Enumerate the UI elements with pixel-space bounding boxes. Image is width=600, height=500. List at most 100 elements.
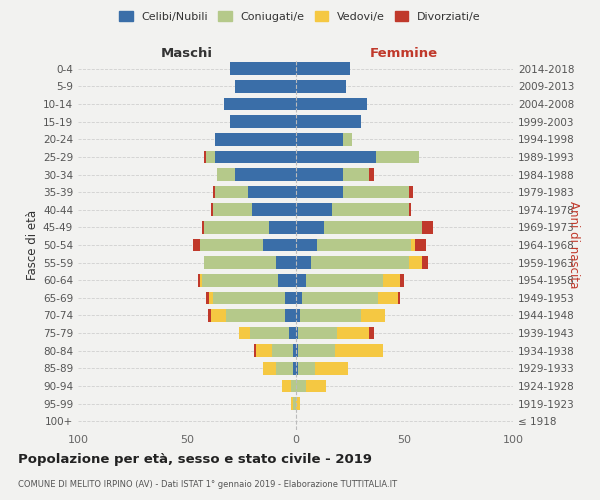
Bar bbox=[332, 204, 409, 216]
Bar bbox=[276, 362, 293, 374]
Text: COMUNE DI MELITO IRPINO (AV) - Dati ISTAT 1° gennaio 2019 - Elaborazione TUTTITA: COMUNE DI MELITO IRPINO (AV) - Dati ISTA… bbox=[18, 480, 397, 489]
Bar bbox=[296, 204, 332, 216]
Bar bbox=[302, 292, 378, 304]
Bar bbox=[296, 116, 361, 128]
Bar bbox=[296, 238, 317, 252]
Bar bbox=[296, 98, 367, 110]
Bar bbox=[213, 204, 252, 216]
Bar bbox=[209, 292, 213, 304]
Bar bbox=[263, 362, 276, 374]
Bar bbox=[293, 397, 296, 410]
Bar bbox=[224, 98, 296, 110]
Bar bbox=[269, 221, 296, 234]
Bar bbox=[409, 256, 422, 269]
Bar bbox=[337, 327, 370, 340]
Bar bbox=[415, 238, 426, 252]
Bar bbox=[296, 256, 311, 269]
Bar bbox=[250, 327, 289, 340]
Bar bbox=[296, 362, 298, 374]
Bar bbox=[291, 397, 293, 410]
Bar bbox=[409, 186, 413, 198]
Bar bbox=[211, 204, 213, 216]
Bar bbox=[398, 292, 400, 304]
Bar bbox=[370, 168, 374, 181]
Bar bbox=[289, 327, 296, 340]
Bar bbox=[256, 344, 272, 357]
Bar bbox=[276, 256, 296, 269]
Bar bbox=[263, 238, 296, 252]
Bar bbox=[317, 238, 411, 252]
Bar bbox=[217, 168, 235, 181]
Bar bbox=[422, 221, 433, 234]
Bar bbox=[296, 150, 376, 163]
Bar bbox=[307, 380, 326, 392]
Bar bbox=[206, 292, 209, 304]
Bar bbox=[296, 327, 298, 340]
Bar bbox=[370, 327, 374, 340]
Bar bbox=[293, 344, 296, 357]
Bar bbox=[204, 221, 269, 234]
Bar bbox=[343, 168, 370, 181]
Bar bbox=[284, 292, 296, 304]
Bar bbox=[213, 186, 215, 198]
Bar bbox=[400, 274, 404, 286]
Bar bbox=[296, 186, 343, 198]
Bar bbox=[291, 380, 296, 392]
Bar bbox=[311, 256, 409, 269]
Bar bbox=[278, 274, 296, 286]
Bar bbox=[409, 204, 411, 216]
Bar bbox=[200, 274, 202, 286]
Bar bbox=[213, 292, 284, 304]
Bar bbox=[202, 221, 204, 234]
Y-axis label: Anni di nascita: Anni di nascita bbox=[567, 202, 580, 288]
Text: Maschi: Maschi bbox=[161, 47, 213, 60]
Bar bbox=[296, 292, 302, 304]
Bar bbox=[230, 62, 296, 75]
Bar bbox=[296, 80, 346, 93]
Bar bbox=[215, 133, 296, 145]
Bar bbox=[298, 327, 337, 340]
Bar bbox=[315, 362, 348, 374]
Bar bbox=[226, 309, 284, 322]
Bar bbox=[296, 133, 343, 145]
Bar bbox=[343, 133, 352, 145]
Bar bbox=[239, 327, 250, 340]
Bar bbox=[283, 380, 291, 392]
Bar bbox=[296, 344, 298, 357]
Bar bbox=[361, 309, 385, 322]
Bar bbox=[335, 344, 383, 357]
Bar bbox=[422, 256, 428, 269]
Bar bbox=[296, 221, 324, 234]
Bar bbox=[383, 274, 400, 286]
Bar bbox=[209, 309, 211, 322]
Bar bbox=[230, 116, 296, 128]
Bar bbox=[206, 150, 215, 163]
Bar bbox=[293, 362, 296, 374]
Bar bbox=[343, 186, 409, 198]
Bar bbox=[204, 150, 206, 163]
Bar bbox=[204, 256, 276, 269]
Bar bbox=[296, 274, 307, 286]
Bar bbox=[296, 168, 343, 181]
Bar bbox=[200, 238, 263, 252]
Bar bbox=[376, 150, 419, 163]
Bar bbox=[324, 221, 422, 234]
Text: Popolazione per età, sesso e stato civile - 2019: Popolazione per età, sesso e stato civil… bbox=[18, 452, 372, 466]
Bar bbox=[298, 362, 315, 374]
Bar bbox=[284, 309, 296, 322]
Bar bbox=[296, 380, 307, 392]
Legend: Celibi/Nubili, Coniugati/e, Vedovi/e, Divorziati/e: Celibi/Nubili, Coniugati/e, Vedovi/e, Di… bbox=[116, 8, 484, 25]
Bar bbox=[296, 62, 350, 75]
Bar bbox=[202, 274, 278, 286]
Bar bbox=[296, 397, 300, 410]
Bar bbox=[235, 168, 296, 181]
Y-axis label: Fasce di età: Fasce di età bbox=[26, 210, 39, 280]
Text: Femmine: Femmine bbox=[370, 47, 439, 60]
Bar bbox=[254, 344, 256, 357]
Bar bbox=[298, 344, 335, 357]
Bar bbox=[300, 309, 361, 322]
Bar bbox=[272, 344, 293, 357]
Bar bbox=[252, 204, 296, 216]
Bar bbox=[215, 186, 248, 198]
Bar bbox=[307, 274, 383, 286]
